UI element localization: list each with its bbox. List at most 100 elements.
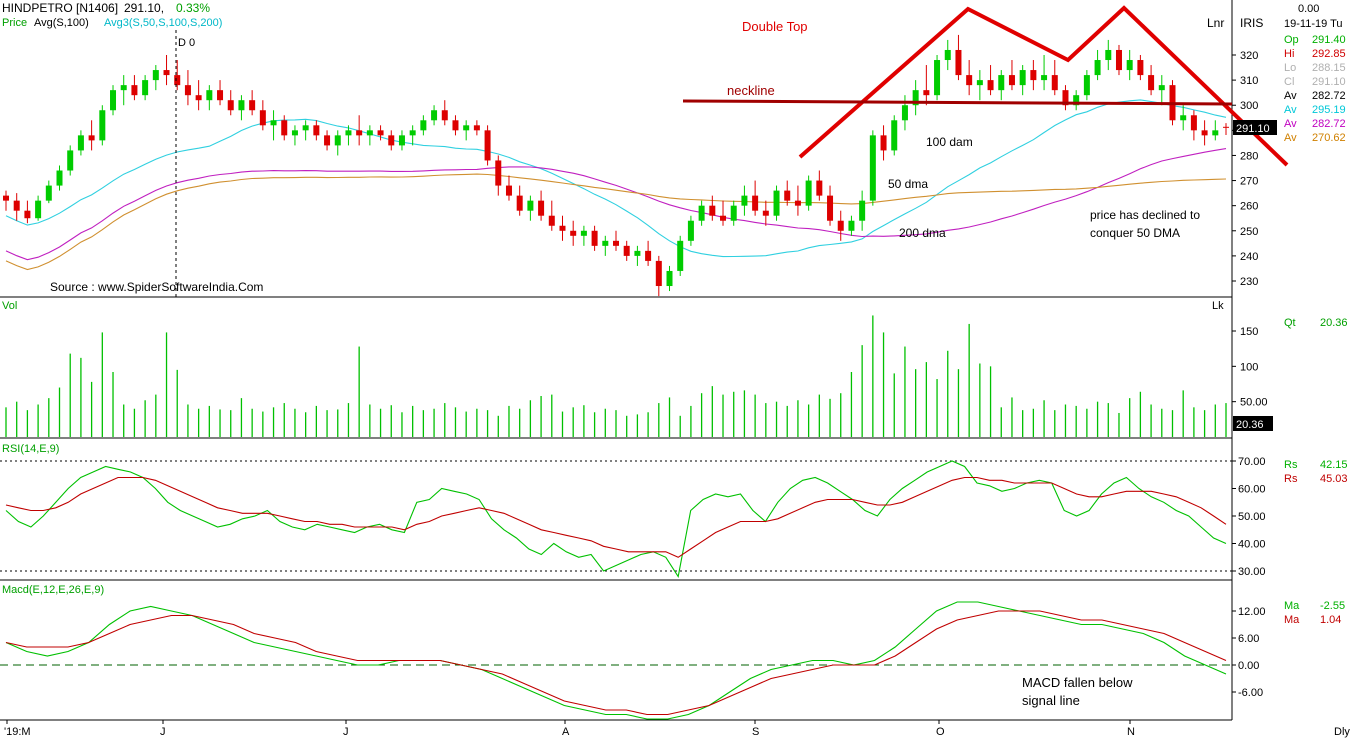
rsi-tick-label: 50.00 (1238, 511, 1266, 523)
candle-body (773, 190, 780, 216)
candle-body (527, 200, 534, 211)
candle-body (827, 195, 834, 221)
candle-body (152, 70, 159, 81)
candle-body (720, 215, 727, 221)
avg3-label: Avg3(S,50,S,100,S,200) (104, 17, 222, 29)
candle-body (655, 260, 662, 287)
info-label: Av (1284, 90, 1297, 102)
neckline-line (682, 99, 1233, 106)
info-value: 291.40 (1312, 34, 1346, 46)
last-price: 291.10, (124, 1, 164, 15)
brand-label: IRIS (1240, 16, 1263, 30)
rsi-tick-label: 60.00 (1238, 484, 1266, 496)
candle-body (110, 90, 117, 111)
d0-label: D 0 (178, 37, 195, 49)
info-value: 270.62 (1312, 132, 1346, 144)
top-value: 0.00 (1298, 3, 1319, 15)
volume-tag-box (1233, 416, 1273, 431)
candle-body (1030, 70, 1037, 81)
candle-body (623, 245, 630, 256)
candle-body (302, 125, 309, 131)
price-tick-label: 240 (1240, 251, 1258, 263)
candle-body (966, 75, 973, 86)
candle-body (473, 125, 480, 131)
time-tick-label: N (1127, 726, 1135, 738)
dma100-line (5, 148, 1227, 261)
candle-body (1105, 49, 1112, 61)
candle-body (602, 240, 609, 246)
volume-qt-label: Qt (1284, 317, 1296, 329)
candle-body (869, 135, 876, 201)
price-tick-label: 260 (1240, 201, 1258, 213)
panel-frames (0, 0, 1233, 721)
candle-body (741, 195, 748, 206)
candle-body (398, 135, 405, 146)
volume-bars (5, 315, 1227, 437)
candle-body (131, 85, 138, 96)
symbol-title: HINDPETRO [N1406] (2, 1, 118, 15)
dam100-label: 100 dam (926, 135, 973, 149)
candle-body (441, 110, 448, 121)
candle-body (377, 130, 384, 136)
macd-tick-label: 6.00 (1238, 633, 1259, 645)
avg-label: Avg(S,100) (34, 17, 89, 29)
rsi-tick-label: 40.00 (1238, 539, 1266, 551)
candle-body (238, 100, 245, 111)
candle-body (1051, 75, 1058, 91)
candle-body (955, 49, 962, 76)
rsi-line (5, 460, 1227, 578)
info-label: Op (1284, 34, 1299, 46)
macd-signal-line (5, 610, 1227, 716)
candle-body (1180, 115, 1187, 121)
candle-body (195, 95, 202, 101)
candle-body (901, 105, 908, 121)
candle-body (99, 110, 106, 141)
rsi-tick-label: 30.00 (1238, 566, 1266, 578)
candle-body (217, 90, 224, 101)
volume-tag: 20.36 (1236, 419, 1264, 431)
candle-body (13, 200, 20, 211)
volume-qt-value: 20.36 (1320, 317, 1348, 329)
dma200-label: 200 dma (899, 226, 946, 240)
time-tick-label: J (343, 726, 349, 738)
dma50-label: 50 dma (888, 177, 928, 191)
candle-body (548, 215, 555, 226)
macd-note-1: MACD fallen below (1022, 675, 1133, 690)
dma50-line (5, 99, 1227, 258)
price-tick-label: 230 (1240, 276, 1258, 288)
candle-body (249, 100, 256, 111)
candle-body (538, 200, 545, 216)
info-value: 288.15 (1312, 62, 1346, 74)
rsi-legend-label: Rs (1284, 459, 1298, 471)
price-label: Price (2, 17, 27, 29)
candle-body (495, 160, 502, 186)
time-tick-label: J (160, 726, 166, 738)
rsi-axis: 70.00 60.00 50.00 40.00 30.00 (1232, 456, 1266, 578)
candle-body (944, 49, 951, 61)
candle-body (634, 250, 641, 256)
price-tick-label: 310 (1240, 75, 1258, 87)
candle-body (1126, 60, 1133, 71)
rsi-legend-value: 42.15 (1320, 459, 1348, 471)
candle-body (1115, 49, 1122, 71)
rsi-legend-value: 45.03 (1320, 473, 1348, 485)
macd-note-2: signal line (1022, 693, 1080, 708)
candle-body (184, 85, 191, 96)
candle-body (291, 130, 298, 136)
scale-mode[interactable]: Lnr (1207, 16, 1224, 30)
double-top-line (798, 5, 1289, 167)
candle-body (77, 135, 84, 151)
macd-title: Macd(E,12,E,26,E,9) (2, 584, 104, 596)
candle-body (505, 185, 512, 196)
candle-body (613, 240, 619, 246)
candle-body (484, 130, 491, 161)
volume-tick-label: 100 (1240, 361, 1258, 373)
info-value: 292.85 (1312, 48, 1346, 60)
candle-body (805, 180, 812, 206)
candle-body (1190, 115, 1197, 131)
candle-body (645, 250, 652, 261)
candle-body (281, 120, 288, 136)
price-tag-box (1233, 120, 1277, 135)
declined-note-2: conquer 50 DMA (1090, 226, 1180, 240)
price-tick-label: 300 (1240, 100, 1258, 112)
